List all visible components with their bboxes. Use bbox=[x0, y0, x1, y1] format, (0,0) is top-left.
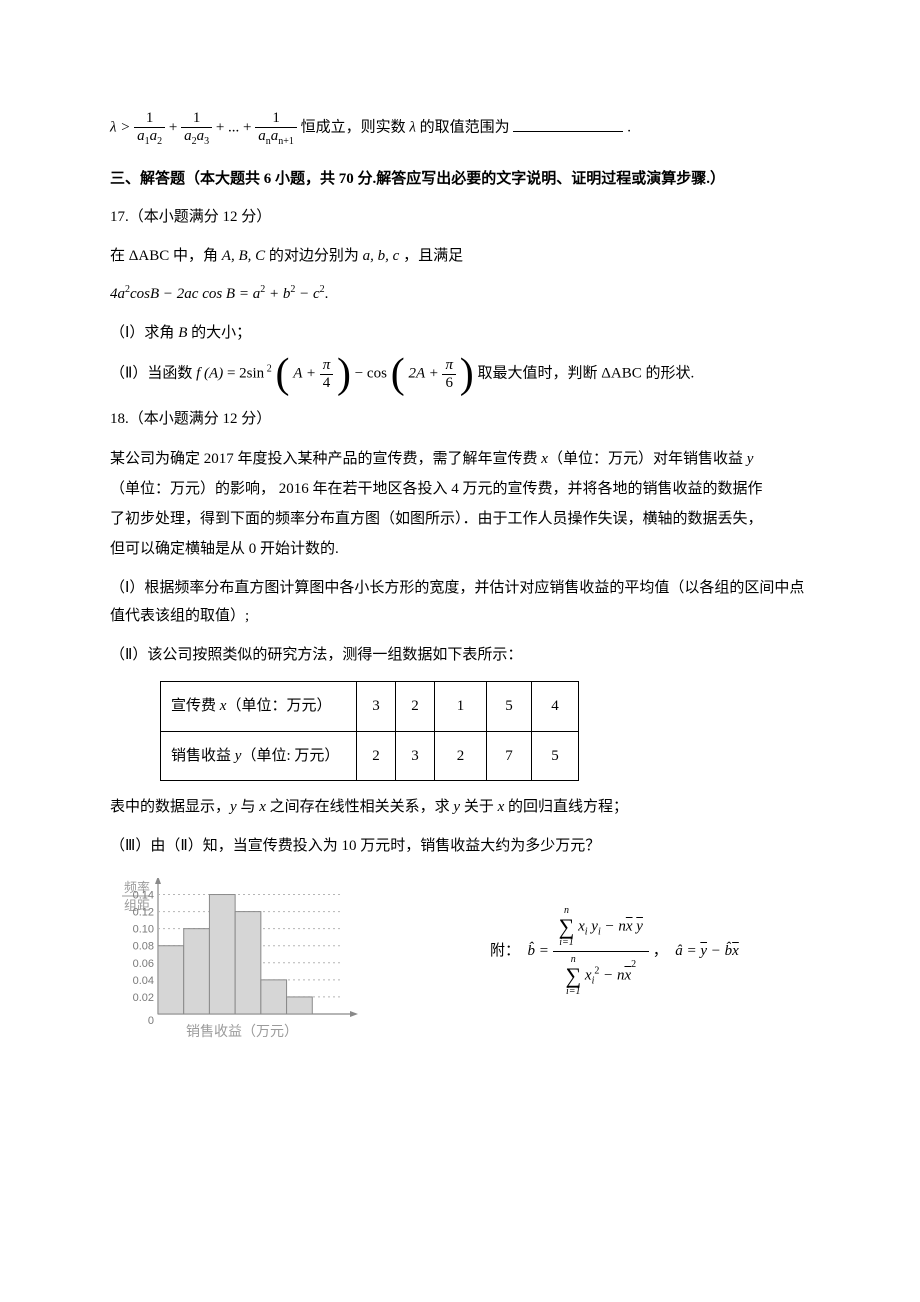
cell: 2 bbox=[396, 682, 435, 732]
svg-text:0.12: 0.12 bbox=[133, 907, 154, 919]
histogram-svg: 频率组距0.140.120.100.080.060.040.020销售收益（万元… bbox=[110, 878, 370, 1048]
cell: 7 bbox=[487, 731, 532, 781]
frac-3: 1 anan+1 bbox=[255, 110, 297, 147]
q18-after-table: 表中的数据显示，y 与 x 之间存在线性相关关系，求 y 关于 x 的回归直线方… bbox=[110, 793, 810, 822]
q18-body: 某公司为确定 2017 年度投入某种产品的宣传费，需了解年宣传费 x（单位：万元… bbox=[110, 444, 810, 564]
svg-text:0.10: 0.10 bbox=[133, 924, 154, 936]
svg-text:销售收益（万元）: 销售收益（万元） bbox=[186, 1024, 298, 1040]
table-row: 销售收益 y（单位: 万元） 2 3 2 7 5 bbox=[161, 731, 579, 781]
table-row: 宣传费 x（单位：万元） 3 2 1 5 4 bbox=[161, 682, 579, 732]
cell: 3 bbox=[357, 682, 396, 732]
q18-part2: （Ⅱ）该公司按照类似的研究方法，测得一组数据如下表所示： bbox=[110, 641, 810, 670]
svg-text:0.06: 0.06 bbox=[133, 958, 154, 970]
cell: 5 bbox=[487, 682, 532, 732]
row-label: 销售收益 y（单位: 万元） bbox=[161, 731, 357, 781]
cell: 5 bbox=[532, 731, 579, 781]
q17-line1: 在 ΔABC 中，角 A, B, C 的对边分别为 a, b, c ，且满足 bbox=[110, 242, 810, 271]
cell: 1 bbox=[435, 682, 487, 732]
q17-part1: （Ⅰ）求角 B 的大小； bbox=[110, 319, 810, 348]
blank-line bbox=[513, 116, 623, 132]
cell: 3 bbox=[396, 731, 435, 781]
cell: 2 bbox=[357, 731, 396, 781]
q18-part3: （Ⅲ）由（Ⅱ）知，当宣传费投入为 10 万元时，销售收益大约为多少万元？ bbox=[110, 832, 810, 861]
data-table: 宣传费 x（单位：万元） 3 2 1 5 4 销售收益 y（单位: 万元） 2 … bbox=[160, 681, 579, 781]
section-3-heading: 三、解答题（本大题共 6 小题，共 70 分.解答应写出必要的文字说明、证明过程… bbox=[110, 165, 810, 194]
svg-text:0.04: 0.04 bbox=[133, 975, 154, 987]
q17-head: 17.（本小题满分 12 分） bbox=[110, 203, 810, 232]
cell: 4 bbox=[532, 682, 579, 732]
q16-tail: λ > 1 a1a2 + 1 a2a3 + ... + 1 anan+1 恒成立… bbox=[110, 110, 810, 147]
svg-text:0: 0 bbox=[148, 1015, 154, 1027]
q18-part1: （Ⅰ）根据频率分布直方图计算图中各小长方形的宽度，并估计对应销售收益的平均值（以… bbox=[110, 574, 810, 631]
svg-text:0.02: 0.02 bbox=[133, 992, 154, 1004]
cell: 2 bbox=[435, 731, 487, 781]
lambda-gt: λ > bbox=[110, 120, 134, 136]
svg-text:0.08: 0.08 bbox=[133, 941, 154, 953]
regression-formula: 附： b̂ = n∑i=1 xi yi − nx y n∑i=1 xi2 − n… bbox=[370, 878, 810, 1000]
frac-1: 1 a1a2 bbox=[134, 110, 165, 147]
frac-2: 1 a2a3 bbox=[181, 110, 212, 147]
q18-head: 18.（本小题满分 12 分） bbox=[110, 405, 810, 434]
row-label: 宣传费 x（单位：万元） bbox=[161, 682, 357, 732]
bottom-row: 频率组距0.140.120.100.080.060.040.020销售收益（万元… bbox=[110, 878, 810, 1048]
histogram-chart: 频率组距0.140.120.100.080.060.040.020销售收益（万元… bbox=[110, 878, 370, 1048]
q17-part2: （Ⅱ）当函数 f (A) = 2sin 2 ( A + π4 ) − cos (… bbox=[110, 357, 810, 391]
svg-text:0.14: 0.14 bbox=[133, 890, 154, 902]
q17-equation: 4a2cosB − 2ac cos B = a2 + b2 − c2. bbox=[110, 280, 810, 309]
